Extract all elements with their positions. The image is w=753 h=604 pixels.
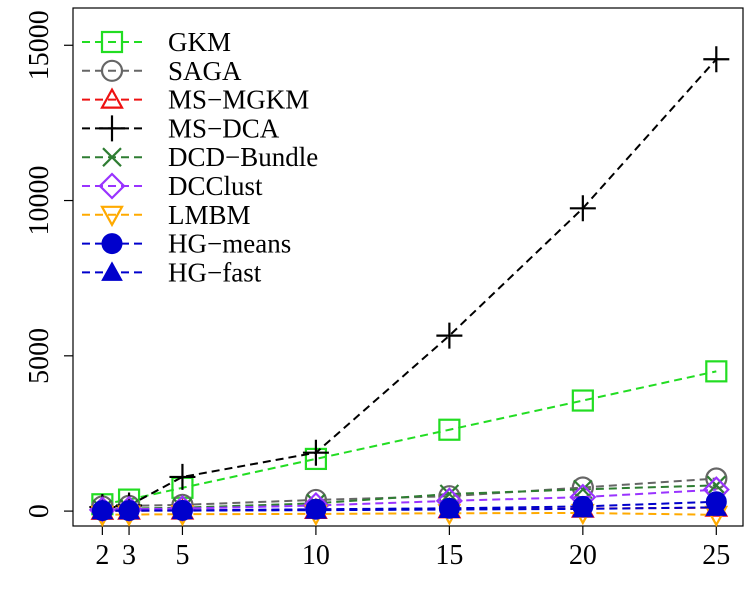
legend-label: SAGA — [168, 56, 242, 86]
data-point — [705, 496, 728, 516]
legend-marker — [100, 30, 124, 54]
series-line — [102, 511, 717, 516]
data-point — [438, 418, 461, 441]
data-point — [169, 463, 196, 490]
y-tick-label: 0 — [24, 504, 55, 518]
legend-item-hg-fast: HG−fast — [82, 257, 262, 287]
data-point — [571, 389, 594, 412]
x-tick-label: 2 — [95, 540, 109, 571]
legend-label: LMBM — [168, 200, 251, 230]
x-axis: 2 3 5 10 15 20 25 — [95, 526, 730, 571]
legend-marker — [99, 115, 125, 142]
data-point — [305, 499, 327, 519]
series-layer — [88, 46, 730, 528]
legend-item-dcclust: DCClust — [82, 171, 263, 201]
x-tick-label: 20 — [569, 540, 597, 571]
y-tick-label: 15000 — [24, 10, 55, 80]
legend-marker — [101, 233, 123, 255]
legend-label: HG−fast — [168, 257, 262, 287]
data-point — [703, 46, 730, 73]
data-point — [569, 195, 596, 222]
y-tick-label: 5000 — [24, 328, 55, 384]
y-tick-label: 10000 — [24, 166, 55, 236]
x-tick-label: 10 — [302, 540, 330, 571]
legend: GKMSAGAMS−MGKMMS−DCADCD−BundleDCClustLMB… — [82, 27, 318, 287]
data-point — [438, 498, 461, 519]
legend-item-ms-dca: MS−DCA — [82, 113, 280, 143]
x-tick-label: 25 — [702, 540, 730, 571]
data-point — [302, 439, 329, 466]
legend-label: DCD−Bundle — [168, 142, 318, 172]
data-point — [573, 479, 593, 500]
y-axis: 0 5000 10000 15000 — [24, 10, 73, 518]
data-point — [571, 497, 594, 518]
series-hg-fast — [91, 496, 728, 520]
data-point — [705, 467, 728, 490]
x-tick-label: 15 — [435, 540, 463, 571]
legend-item-lmbm: LMBM — [82, 200, 251, 230]
legend-marker — [100, 59, 124, 82]
legend-label: GKM — [168, 27, 231, 57]
legend-label: DCClust — [168, 171, 263, 201]
data-point — [706, 475, 727, 496]
legend-item-dcd-bundle: DCD−Bundle — [82, 142, 318, 172]
x-tick-label: 3 — [122, 540, 136, 571]
legend-item-ms-mgkm: MS−MGKM — [82, 85, 309, 115]
legend-marker — [102, 147, 122, 167]
plot-frame — [72, 7, 744, 527]
legend-marker — [98, 172, 126, 200]
series-gkm — [91, 360, 728, 516]
legend-marker — [100, 87, 124, 109]
data-point — [118, 499, 140, 520]
legend-label: MS−DCA — [168, 113, 280, 143]
data-point — [91, 499, 114, 520]
legend-label: HG−means — [168, 229, 291, 259]
x-tick-label: 5 — [175, 540, 189, 571]
series-line — [102, 477, 717, 508]
legend-item-saga: SAGA — [82, 56, 242, 86]
legend-marker — [100, 205, 124, 228]
legend-label: MS−MGKM — [168, 85, 309, 115]
legend-marker — [101, 261, 123, 281]
legend-item-gkm: GKM — [82, 27, 231, 57]
data-point — [436, 322, 463, 349]
data-point — [171, 499, 194, 520]
data-point — [705, 360, 728, 383]
legend-item-hg-means: HG−means — [82, 229, 291, 259]
